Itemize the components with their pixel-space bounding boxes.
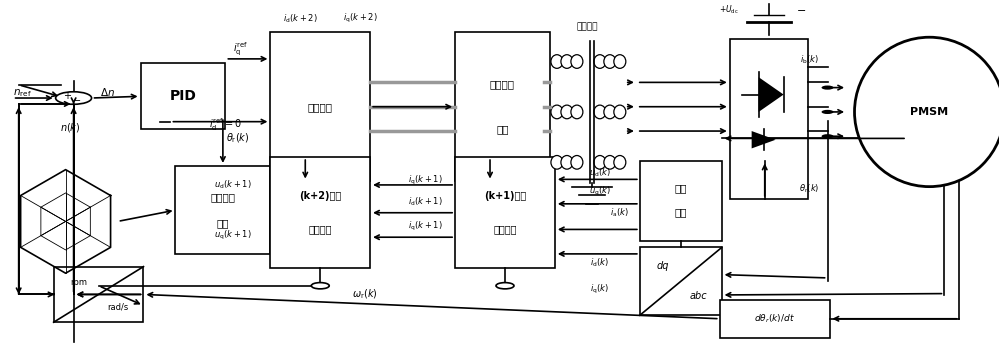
Polygon shape [759, 77, 784, 112]
Text: $+U_{\mathrm{dc}}$: $+U_{\mathrm{dc}}$ [719, 3, 739, 16]
Ellipse shape [604, 55, 616, 68]
Circle shape [822, 86, 834, 90]
Text: $n(k)$: $n(k)$ [60, 121, 81, 134]
FancyBboxPatch shape [455, 32, 550, 181]
Ellipse shape [614, 55, 626, 68]
FancyBboxPatch shape [640, 161, 722, 240]
Circle shape [496, 283, 514, 289]
Ellipse shape [604, 156, 616, 169]
Circle shape [822, 134, 834, 138]
Text: $u_{\mathrm{d}}(k)$: $u_{\mathrm{d}}(k)$ [589, 166, 611, 179]
Text: −: − [73, 96, 81, 106]
Ellipse shape [551, 55, 563, 68]
FancyBboxPatch shape [270, 157, 370, 268]
Text: $\theta_{\mathrm{r}}(k)$: $\theta_{\mathrm{r}}(k)$ [799, 182, 820, 195]
Text: abc: abc [690, 291, 708, 301]
FancyBboxPatch shape [720, 300, 830, 338]
Text: $\theta_{\mathrm{r}}(k)$: $\theta_{\mathrm{r}}(k)$ [226, 131, 250, 145]
FancyBboxPatch shape [270, 32, 370, 181]
Text: 矢量: 矢量 [496, 124, 509, 134]
Text: $\omega_{\mathrm{r}}(k)$: $\omega_{\mathrm{r}}(k)$ [352, 288, 378, 301]
Ellipse shape [561, 105, 573, 119]
Ellipse shape [594, 55, 606, 68]
Ellipse shape [571, 55, 583, 68]
Text: $n_{\mathrm{ref}}$: $n_{\mathrm{ref}}$ [13, 87, 31, 99]
Text: $i_{\mathrm{b}}(k)$: $i_{\mathrm{b}}(k)$ [800, 53, 819, 66]
Text: $i_{\mathrm{q}}(k+1)$: $i_{\mathrm{q}}(k+1)$ [408, 174, 442, 187]
Text: 电压: 电压 [674, 184, 687, 194]
Text: 重构: 重构 [674, 208, 687, 217]
Text: $i_{\mathrm{d}}(k)$: $i_{\mathrm{d}}(k)$ [590, 256, 609, 269]
Ellipse shape [561, 156, 573, 169]
Text: 开关信号: 开关信号 [576, 22, 598, 31]
Text: $i_{\mathrm{a}}(k)$: $i_{\mathrm{a}}(k)$ [610, 206, 629, 219]
Text: $u_{\mathrm{q}}(k+1)$: $u_{\mathrm{q}}(k+1)$ [214, 229, 251, 242]
Text: $i_{\mathrm{d}}(k+2)$: $i_{\mathrm{d}}(k+2)$ [283, 13, 318, 25]
Text: $-$: $-$ [796, 5, 806, 14]
Ellipse shape [594, 156, 606, 169]
Text: 矢量: 矢量 [217, 218, 229, 229]
Ellipse shape [614, 105, 626, 119]
Text: (k+2)时刻: (k+2)时刻 [299, 191, 341, 201]
Text: $u_{\mathrm{q}}(k)$: $u_{\mathrm{q}}(k)$ [589, 184, 611, 198]
Text: 评价函数: 评价函数 [308, 102, 333, 112]
FancyBboxPatch shape [455, 157, 555, 268]
Text: rad/s: rad/s [108, 302, 129, 311]
Text: $d\theta_r(k)/dt$: $d\theta_r(k)/dt$ [754, 312, 795, 325]
Ellipse shape [614, 156, 626, 169]
FancyBboxPatch shape [730, 39, 808, 199]
Text: dq: dq [656, 261, 669, 272]
Text: 电流预测: 电流预测 [493, 224, 517, 235]
Ellipse shape [571, 105, 583, 119]
Text: (k+1)时刻: (k+1)时刻 [484, 191, 526, 201]
Circle shape [822, 110, 834, 114]
FancyBboxPatch shape [175, 166, 270, 254]
Circle shape [311, 283, 329, 289]
Ellipse shape [594, 105, 606, 119]
FancyBboxPatch shape [640, 247, 722, 315]
Polygon shape [752, 131, 776, 148]
Ellipse shape [571, 156, 583, 169]
Ellipse shape [551, 105, 563, 119]
Ellipse shape [551, 156, 563, 169]
Text: $u_{\mathrm{d}}(k+1)$: $u_{\mathrm{d}}(k+1)$ [214, 179, 251, 191]
Ellipse shape [604, 105, 616, 119]
Text: $i_{\mathrm{q}}^{\mathrm{ref}}$: $i_{\mathrm{q}}^{\mathrm{ref}}$ [233, 41, 248, 58]
Text: $i_{\mathrm{q}}(k+2)$: $i_{\mathrm{q}}(k+2)$ [343, 12, 377, 25]
FancyBboxPatch shape [54, 267, 143, 322]
Text: rpm: rpm [70, 278, 87, 287]
Text: $i_{\mathrm{d}}^{\mathrm{ref}}=0$: $i_{\mathrm{d}}^{\mathrm{ref}}=0$ [209, 116, 242, 133]
Text: 最优电压: 最优电压 [490, 79, 515, 89]
Ellipse shape [855, 37, 1000, 187]
Text: 电流预测: 电流预测 [308, 224, 332, 235]
Ellipse shape [561, 55, 573, 68]
Text: $i_{\mathrm{q}}(k+1)$: $i_{\mathrm{q}}(k+1)$ [408, 220, 442, 233]
Text: $i_{\mathrm{d}}(k+1)$: $i_{\mathrm{d}}(k+1)$ [408, 195, 442, 208]
Text: PID: PID [170, 89, 196, 103]
Text: +: + [63, 91, 71, 101]
Circle shape [56, 92, 92, 104]
Text: 候选电压: 候选电压 [210, 192, 235, 202]
Text: PMSM: PMSM [910, 107, 948, 117]
Text: $i_{\mathrm{q}}(k)$: $i_{\mathrm{q}}(k)$ [590, 283, 609, 296]
Text: $\Delta n$: $\Delta n$ [100, 87, 115, 98]
FancyBboxPatch shape [141, 63, 225, 129]
